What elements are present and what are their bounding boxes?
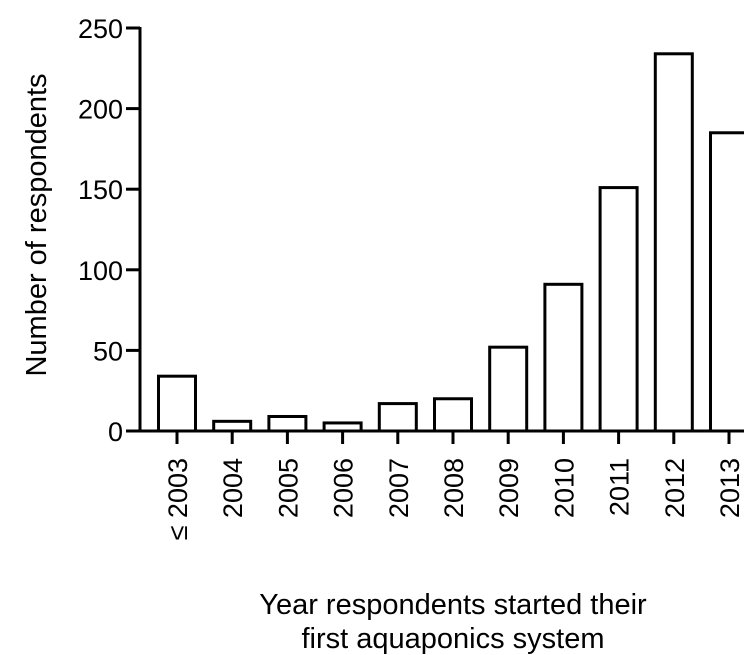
x-tick-label: 2010 bbox=[549, 458, 579, 518]
x-tick-label: 2012 bbox=[660, 458, 690, 518]
x-tick-label: 2009 bbox=[494, 458, 524, 518]
x-tick-label: 2007 bbox=[384, 458, 414, 518]
bar bbox=[157, 374, 197, 433]
x-tick-label: 2006 bbox=[329, 458, 359, 518]
bar bbox=[322, 421, 363, 433]
y-tick-label: 200 bbox=[78, 95, 123, 125]
y-axis-title: Number of respondents bbox=[21, 73, 53, 376]
bar bbox=[433, 397, 473, 433]
x-tick-label: 2011 bbox=[605, 458, 635, 516]
x-axis-title-line-1: Year respondents started their bbox=[259, 589, 647, 621]
x-tick-label: 2008 bbox=[439, 458, 469, 518]
x-axis-title-line-2: first aquaponics system bbox=[301, 623, 604, 655]
y-tick-label: 150 bbox=[78, 175, 123, 205]
bar bbox=[543, 282, 584, 433]
bar bbox=[488, 345, 529, 433]
y-tick-label: 250 bbox=[78, 14, 123, 44]
y-tick-label: 50 bbox=[93, 336, 123, 366]
bar bbox=[653, 52, 694, 433]
bar bbox=[377, 402, 418, 433]
x-axis: ≤ 2003 2004 2005 2006 2007 2008 2009 2010 2011 20… bbox=[138, 429, 744, 540]
bars bbox=[157, 52, 744, 433]
x-tick-label: 2005 bbox=[273, 458, 303, 518]
bar bbox=[267, 414, 308, 433]
bar bbox=[598, 186, 639, 433]
bar bbox=[212, 419, 253, 433]
x-tick-label: 2004 bbox=[218, 458, 248, 518]
y-tick-label: 0 bbox=[108, 417, 123, 447]
y-tick-label: 100 bbox=[78, 256, 123, 286]
y-axis: 0 50 100 150 200 250 bbox=[78, 14, 142, 447]
bar bbox=[709, 131, 744, 433]
x-tick-label: 2013 bbox=[715, 458, 744, 518]
x-tick-label: ≤ 2003 bbox=[163, 458, 193, 540]
